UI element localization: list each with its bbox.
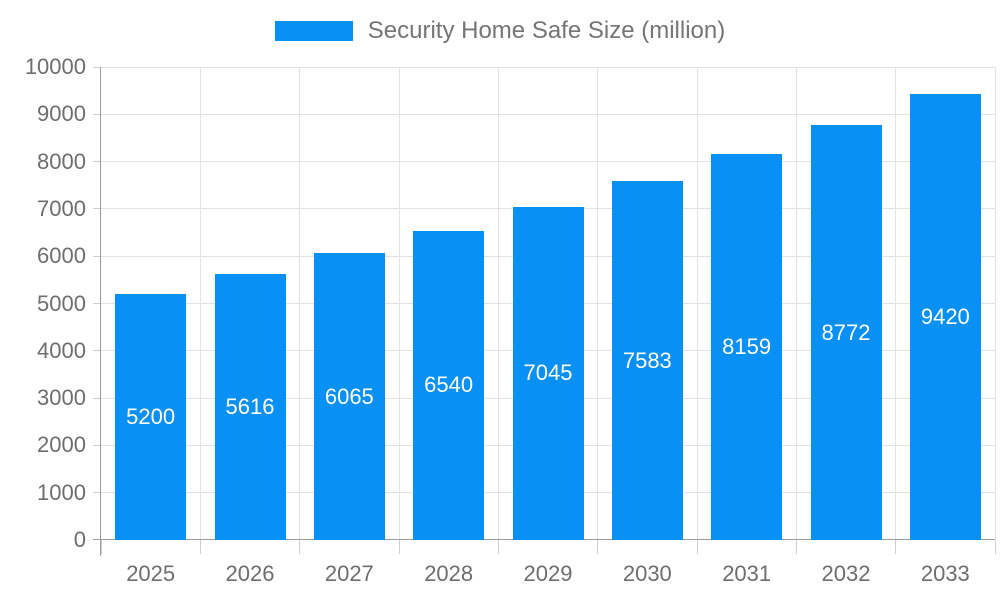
x-axis-category-label: 2030: [622, 561, 672, 586]
x-axis-category-label: 2031: [722, 561, 772, 586]
y-axis-tick: [93, 492, 101, 494]
x-axis-tick: [398, 540, 400, 554]
x-axis-tick: [597, 540, 599, 554]
bar[interactable]: 8159: [711, 154, 783, 540]
x-axis-tick: [696, 540, 698, 554]
y-axis-tick: [93, 444, 101, 446]
bar[interactable]: 7583: [611, 181, 683, 540]
y-axis-tick: [93, 397, 101, 399]
legend-label: Security Home Safe Size (million): [367, 17, 726, 44]
v-gridline: [597, 67, 599, 540]
bar[interactable]: 5200: [115, 294, 187, 540]
y-axis-tick-label: 4000: [37, 337, 86, 363]
x-axis-category-label: 2028: [424, 561, 474, 586]
bar-value-label: 5200: [126, 404, 176, 429]
x-axis: 2025 2026 2027 2028 2029 2030 2031 2032 2033: [101, 560, 995, 588]
v-gridline: [994, 67, 996, 540]
x-axis-category-label: 2032: [821, 561, 871, 586]
bar-value-label: 8159: [722, 334, 772, 360]
x-axis-tick: [795, 540, 797, 554]
v-gridline: [398, 67, 400, 540]
y-axis-tick-label: 8000: [37, 148, 86, 174]
y-axis-tick: [93, 350, 101, 352]
bar-value-label: 6540: [424, 372, 474, 398]
bar-value-label: 7583: [622, 347, 672, 373]
y-axis-tick-label: 9000: [37, 101, 86, 127]
y-axis-tick: [93, 303, 101, 304]
h-gridline: [101, 113, 995, 115]
y-axis-tick-label: 7000: [37, 195, 86, 221]
v-gridline: [895, 67, 897, 540]
bar-value-label: 7045: [523, 360, 573, 386]
x-axis-tick: [994, 540, 996, 554]
x-axis-tick: [299, 540, 301, 554]
x-axis-category-label: 2026: [225, 561, 275, 586]
y-axis-tick-label: 5000: [37, 290, 86, 316]
v-gridline: [696, 67, 698, 540]
v-gridline: [497, 67, 499, 540]
y-axis-tick-label: 0: [73, 527, 86, 552]
bar-value-label: 9420: [920, 304, 970, 330]
y-axis-tick-label: 2000: [37, 432, 86, 458]
y-axis-line: [100, 67, 101, 556]
x-axis-tick: [100, 540, 102, 554]
bar[interactable]: 7045: [512, 206, 584, 540]
y-axis-tick-label: 1000: [37, 479, 86, 505]
y-axis-tick: [93, 113, 101, 115]
y-axis-tick: [93, 161, 101, 163]
x-axis-tick: [199, 540, 201, 554]
x-axis-category-label: 2027: [324, 561, 374, 586]
legend-swatch-icon: [274, 21, 353, 41]
y-axis-tick: [93, 66, 101, 68]
x-axis-category-label: 2033: [920, 561, 970, 586]
y-axis: 0 1000 2000 3000 4000 5000 6000 7000 8000 9000 100…: [0, 54, 86, 552]
y-axis-tick-label: 3000: [37, 385, 86, 411]
bar-value-label: 8772: [821, 319, 871, 345]
v-gridline: [199, 67, 201, 540]
bar[interactable]: 8772: [810, 125, 882, 540]
x-axis-category-label: 2029: [523, 561, 573, 586]
x-axis-category-label: 2025: [126, 561, 176, 586]
bar[interactable]: 6540: [413, 230, 485, 540]
y-axis-tick-label: 10000: [24, 54, 86, 79]
bar-value-label: 6065: [324, 383, 374, 409]
legend-item[interactable]: Security Home Safe Size (million): [0, 17, 1000, 44]
h-gridline: [101, 161, 995, 163]
bar[interactable]: 6065: [313, 253, 385, 540]
y-axis-tick: [93, 255, 101, 257]
x-axis-tick: [895, 540, 897, 554]
v-gridline: [795, 67, 797, 540]
plot-area: 5200 5616 6065 6540 7045 7583 8159 8772 9420: [93, 66, 996, 556]
bar-value-label: 5616: [225, 394, 275, 420]
y-axis-tick: [93, 208, 101, 210]
x-axis-tick: [497, 540, 499, 554]
h-gridline: [101, 66, 995, 68]
y-axis-tick-label: 6000: [37, 243, 86, 269]
bar[interactable]: 5616: [214, 274, 286, 540]
bar[interactable]: 9420: [909, 94, 981, 540]
v-gridline: [299, 67, 301, 540]
